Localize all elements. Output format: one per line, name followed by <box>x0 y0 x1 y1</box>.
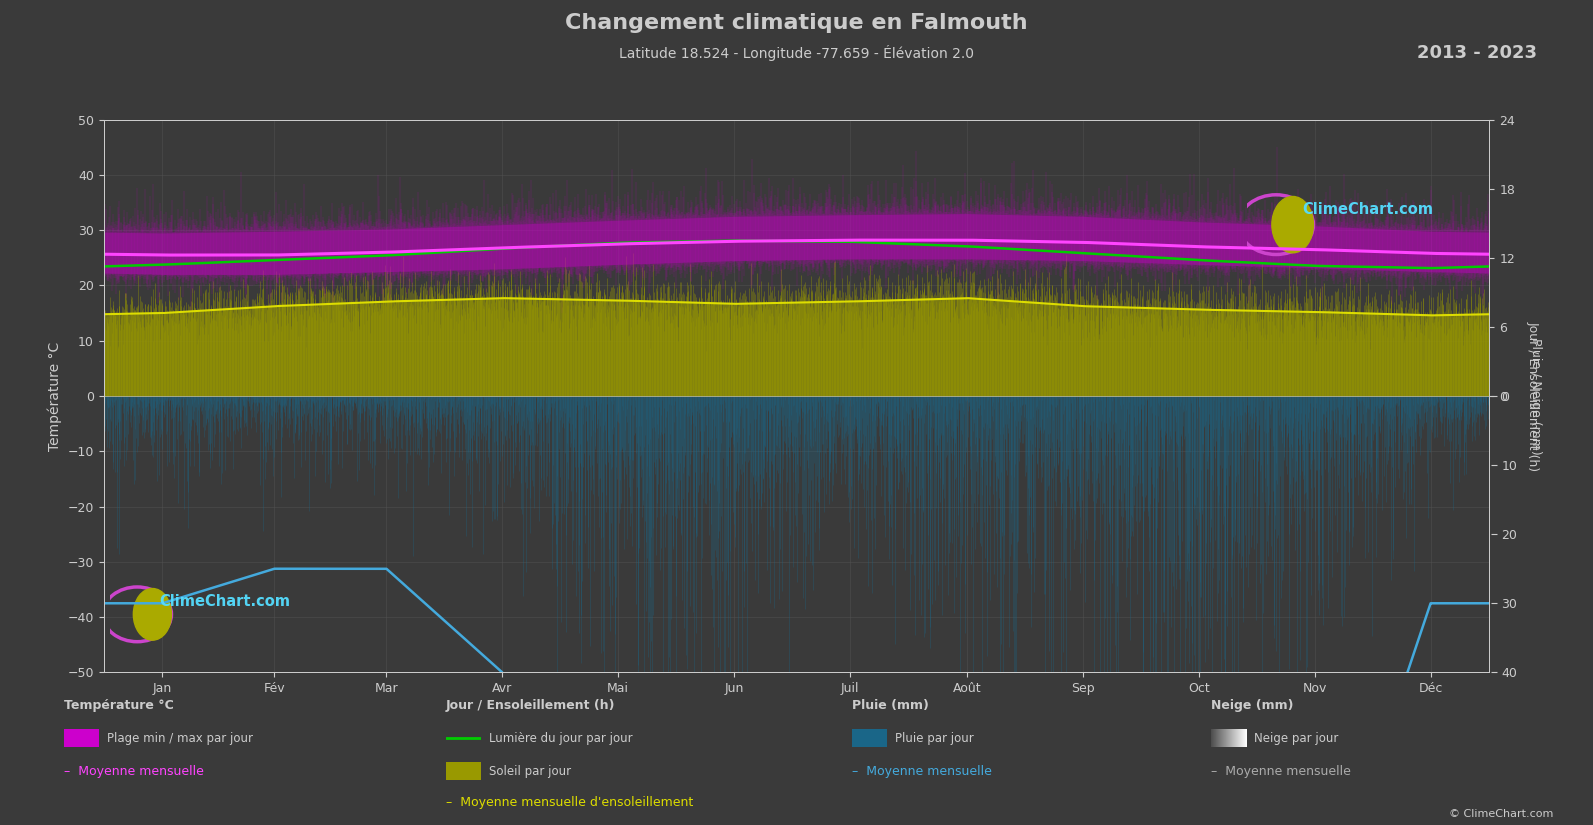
Y-axis label: Température °C: Température °C <box>48 342 62 450</box>
Y-axis label: Pluie / Neige (mm): Pluie / Neige (mm) <box>1529 337 1542 455</box>
Text: Pluie par jour: Pluie par jour <box>895 732 973 745</box>
Text: –  Moyenne mensuelle: – Moyenne mensuelle <box>852 765 992 778</box>
Text: –  Moyenne mensuelle d'ensoleillement: – Moyenne mensuelle d'ensoleillement <box>446 796 693 809</box>
Text: ClimeChart.com: ClimeChart.com <box>1303 201 1434 217</box>
Text: ClimeChart.com: ClimeChart.com <box>159 594 290 609</box>
Text: Neige (mm): Neige (mm) <box>1211 699 1294 712</box>
Text: Plage min / max par jour: Plage min / max par jour <box>107 732 253 745</box>
Text: Neige par jour: Neige par jour <box>1254 732 1338 745</box>
Text: Température °C: Température °C <box>64 699 174 712</box>
Y-axis label: Jour / Ensoleillement (h): Jour / Ensoleillement (h) <box>1528 321 1540 471</box>
Text: Soleil par jour: Soleil par jour <box>489 765 572 778</box>
Text: –  Moyenne mensuelle: – Moyenne mensuelle <box>64 765 204 778</box>
Text: © ClimeChart.com: © ClimeChart.com <box>1448 808 1553 818</box>
Text: Jour / Ensoleillement (h): Jour / Ensoleillement (h) <box>446 699 615 712</box>
Text: 2013 - 2023: 2013 - 2023 <box>1418 44 1537 62</box>
Text: Changement climatique en Falmouth: Changement climatique en Falmouth <box>566 13 1027 33</box>
Text: Lumière du jour par jour: Lumière du jour par jour <box>489 732 632 745</box>
Text: Latitude 18.524 - Longitude -77.659 - Élévation 2.0: Latitude 18.524 - Longitude -77.659 - Él… <box>620 45 973 61</box>
Text: Pluie (mm): Pluie (mm) <box>852 699 929 712</box>
Text: –  Moyenne mensuelle: – Moyenne mensuelle <box>1211 765 1351 778</box>
